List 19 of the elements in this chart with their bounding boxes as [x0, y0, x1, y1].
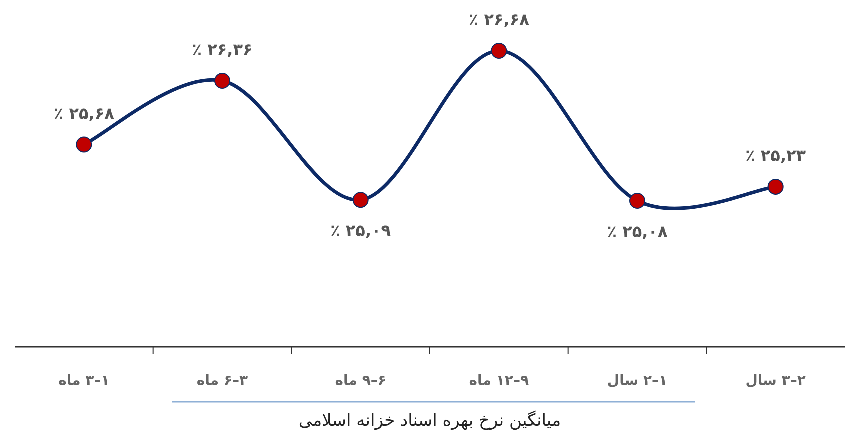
- point: [768, 178, 784, 195]
- x-tick-label: ۳–۶ ماه: [196, 373, 249, 389]
- point: [214, 73, 230, 89]
- x-tick-label: ۲–۳ سال: [746, 373, 806, 389]
- point: [491, 43, 508, 59]
- data-label: ٪ ۲۶,۶۸: [468, 10, 530, 29]
- data-label: ٪ ۲۶,۳۶: [192, 40, 253, 59]
- point: [630, 193, 646, 209]
- x-tick-label: ۹–۱۲ ماه: [469, 373, 530, 389]
- point: [352, 192, 369, 208]
- x-axis-title: میانگین نرخ بهره اسناد خزانه اسلامی: [298, 410, 562, 431]
- data-label: ٪ ۲۵,۲۳: [746, 146, 806, 165]
- data-label: ٪ ۲۵,۰۸: [607, 222, 668, 241]
- x-tick-label: ۶–۹ ماه: [335, 373, 386, 389]
- data-label: ٪ ۲۵,۰۹: [330, 221, 392, 240]
- x-tick-label: ۱–۳ ماه: [58, 373, 110, 389]
- point: [76, 136, 92, 153]
- x-tick-label: ۱–۲ سال: [607, 373, 668, 389]
- data-label: ٪ ۲۵,۶۸: [54, 104, 115, 123]
